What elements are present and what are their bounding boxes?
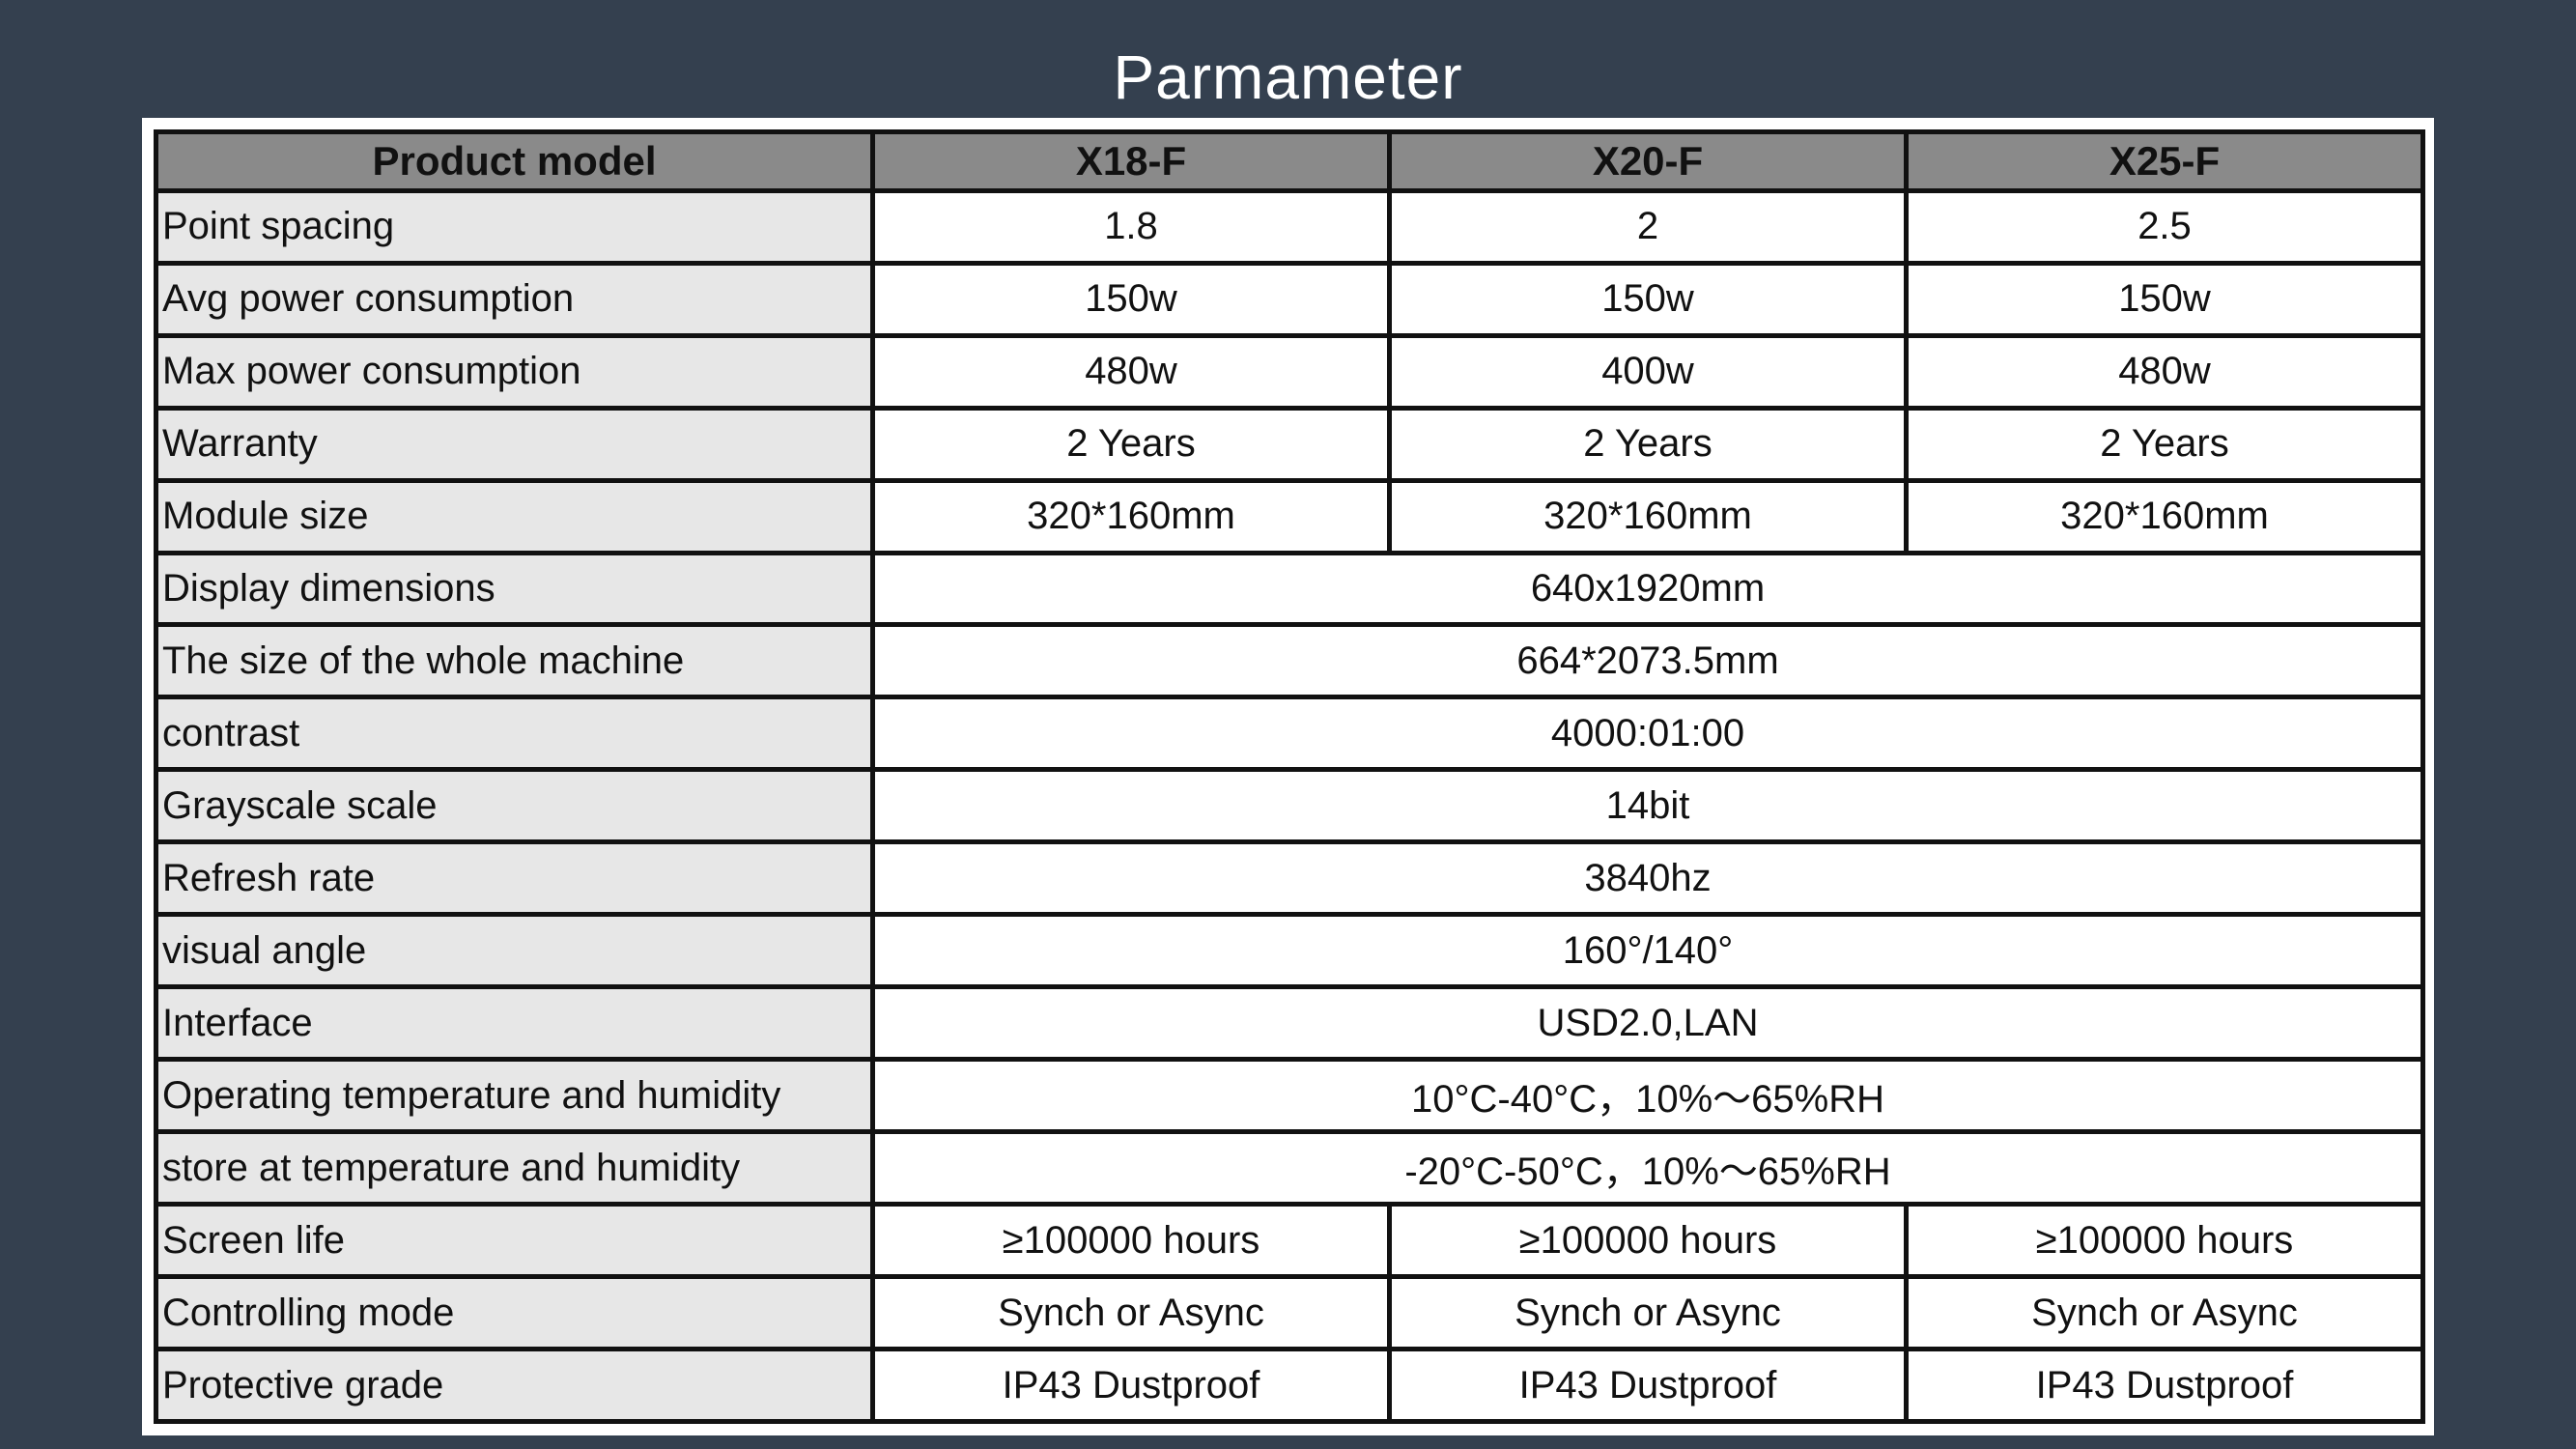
table-row-warranty: Warranty 2 Years 2 Years 2 Years bbox=[154, 405, 2425, 483]
cell-value: 2 Years bbox=[870, 405, 1392, 483]
table-row-interface: Interface USD2.0,LAN bbox=[154, 984, 2425, 1063]
cell-value: 2.5 bbox=[1904, 187, 2425, 266]
cell-value: ≥100000 hours bbox=[1387, 1202, 1909, 1280]
cell-value: 1.8 bbox=[870, 187, 1392, 266]
table-row-protective-grade: Protective grade IP43 Dustproof IP43 Dus… bbox=[154, 1347, 2425, 1424]
cell-value: 400w bbox=[1387, 332, 1909, 411]
cell-value: 320*160mm bbox=[1904, 477, 2425, 555]
cell-value: 150w bbox=[1904, 260, 2425, 338]
table-row-display-dimensions: Display dimensions 640x1920mm bbox=[154, 550, 2425, 628]
table-row-controlling-mode: Controlling mode Synch or Async Synch or… bbox=[154, 1274, 2425, 1352]
cell-value-merged: 4000:01:00 bbox=[870, 695, 2425, 773]
table-row-point-spacing: Point spacing 1.8 2 2.5 bbox=[154, 187, 2425, 266]
row-label: Avg power consumption bbox=[154, 260, 875, 338]
cell-value: 2 Years bbox=[1387, 405, 1909, 483]
cell-value: Synch or Async bbox=[870, 1274, 1392, 1352]
spec-table-frame: Product model X18-F X20-F X25-F Point sp… bbox=[142, 118, 2434, 1435]
row-label: Point spacing bbox=[154, 187, 875, 266]
cell-value: 2 bbox=[1387, 187, 1909, 266]
cell-value: IP43 Dustproof bbox=[1387, 1347, 1909, 1424]
spec-table: Product model X18-F X20-F X25-F Point sp… bbox=[154, 129, 2425, 1424]
cell-value: ≥100000 hours bbox=[870, 1202, 1392, 1280]
table-row-machine-size: The size of the whole machine 664*2073.5… bbox=[154, 622, 2425, 700]
table-row-max-power: Max power consumption 480w 400w 480w bbox=[154, 332, 2425, 411]
row-label: Refresh rate bbox=[154, 839, 875, 918]
row-label: Warranty bbox=[154, 405, 875, 483]
cell-value-merged: 640x1920mm bbox=[870, 550, 2425, 628]
header-model-x18f: X18-F bbox=[870, 129, 1392, 193]
header-model-x25f: X25-F bbox=[1904, 129, 2425, 193]
row-label: Screen life bbox=[154, 1202, 875, 1280]
row-label: The size of the whole machine bbox=[154, 622, 875, 700]
cell-value: 480w bbox=[870, 332, 1392, 411]
row-label: Interface bbox=[154, 984, 875, 1063]
row-label: store at temperature and humidity bbox=[154, 1129, 875, 1208]
cell-value-merged: 3840hz bbox=[870, 839, 2425, 918]
cell-value-merged: 10°C-40°C，10%～65%RH bbox=[870, 1057, 2425, 1135]
cell-value: ≥100000 hours bbox=[1904, 1202, 2425, 1280]
table-row-avg-power: Avg power consumption 150w 150w 150w bbox=[154, 260, 2425, 338]
row-label: Operating temperature and humidity bbox=[154, 1057, 875, 1135]
cell-value-merged: 160°/140° bbox=[870, 912, 2425, 990]
table-row-refresh-rate: Refresh rate 3840hz bbox=[154, 839, 2425, 918]
row-label: visual angle bbox=[154, 912, 875, 990]
table-row-grayscale: Grayscale scale 14bit bbox=[154, 767, 2425, 845]
row-label: Max power consumption bbox=[154, 332, 875, 411]
cell-value: 480w bbox=[1904, 332, 2425, 411]
cell-value-merged: 14bit bbox=[870, 767, 2425, 845]
row-label: contrast bbox=[154, 695, 875, 773]
cell-value: 320*160mm bbox=[870, 477, 1392, 555]
row-label: Controlling mode bbox=[154, 1274, 875, 1352]
page-title: Parmameter bbox=[1113, 43, 1463, 112]
table-row-contrast: contrast 4000:01:00 bbox=[154, 695, 2425, 773]
header-model-x20f: X20-F bbox=[1387, 129, 1909, 193]
header-product-model: Product model bbox=[154, 129, 875, 193]
cell-value-merged: -20°C-50°C，10%～65%RH bbox=[870, 1129, 2425, 1208]
cell-value-merged: 664*2073.5mm bbox=[870, 622, 2425, 700]
cell-value: 2 Years bbox=[1904, 405, 2425, 483]
table-row-storage-temp: store at temperature and humidity -20°C-… bbox=[154, 1129, 2425, 1208]
row-label: Display dimensions bbox=[154, 550, 875, 628]
cell-value: 320*160mm bbox=[1387, 477, 1909, 555]
table-header-row: Product model X18-F X20-F X25-F bbox=[154, 129, 2425, 193]
cell-value: Synch or Async bbox=[1387, 1274, 1909, 1352]
row-label: Protective grade bbox=[154, 1347, 875, 1424]
cell-value: 150w bbox=[1387, 260, 1909, 338]
table-row-screen-life: Screen life ≥100000 hours ≥100000 hours … bbox=[154, 1202, 2425, 1280]
table-row-module-size: Module size 320*160mm 320*160mm 320*160m… bbox=[154, 477, 2425, 555]
cell-value: IP43 Dustproof bbox=[1904, 1347, 2425, 1424]
row-label: Grayscale scale bbox=[154, 767, 875, 845]
row-label: Module size bbox=[154, 477, 875, 555]
cell-value: 150w bbox=[870, 260, 1392, 338]
cell-value-merged: USD2.0,LAN bbox=[870, 984, 2425, 1063]
cell-value: IP43 Dustproof bbox=[870, 1347, 1392, 1424]
table-row-visual-angle: visual angle 160°/140° bbox=[154, 912, 2425, 990]
table-row-operating-temp: Operating temperature and humidity 10°C-… bbox=[154, 1057, 2425, 1135]
cell-value: Synch or Async bbox=[1904, 1274, 2425, 1352]
